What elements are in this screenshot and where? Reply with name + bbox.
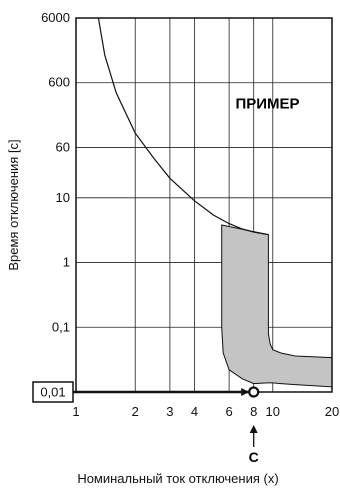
example-x-marker-label: C bbox=[249, 449, 259, 465]
y-tick-label: 6000 bbox=[41, 10, 70, 25]
y-tick-label: 60 bbox=[56, 139, 70, 154]
x-tick-labels: 1 2 3 4 6 8 10 20 bbox=[72, 404, 339, 419]
x-tick-label: 1 bbox=[72, 404, 79, 419]
x-tick-label: 8 bbox=[250, 404, 257, 419]
x-tick-label: 10 bbox=[266, 404, 280, 419]
y-tick-label: 10 bbox=[56, 190, 70, 205]
y-tick-label: 0,1 bbox=[52, 319, 70, 334]
x-tick-label: 3 bbox=[166, 404, 173, 419]
thermal-trip-curve bbox=[97, 17, 269, 236]
x-axis-title: Номинальный ток отключения (x) bbox=[77, 471, 278, 486]
y-tick-labels: 6000 600 60 10 1 0,1 bbox=[41, 10, 70, 334]
x-tick-label: 6 bbox=[225, 404, 232, 419]
y-axis-title: Время отключения [c] bbox=[6, 139, 21, 270]
grid bbox=[75, 17, 333, 392]
example-point bbox=[248, 386, 260, 398]
plot-frame bbox=[75, 17, 333, 393]
example-value-label: 0,01 bbox=[40, 385, 65, 400]
x-tick-label: 4 bbox=[191, 404, 198, 419]
trip-tolerance-band bbox=[221, 224, 333, 388]
example-annotation: ПРИМЕР bbox=[235, 95, 299, 112]
x-tick-label: 20 bbox=[325, 404, 339, 419]
y-tick-label: 1 bbox=[63, 255, 70, 270]
x-tick-label: 2 bbox=[132, 404, 139, 419]
y-tick-label: 600 bbox=[48, 75, 70, 90]
